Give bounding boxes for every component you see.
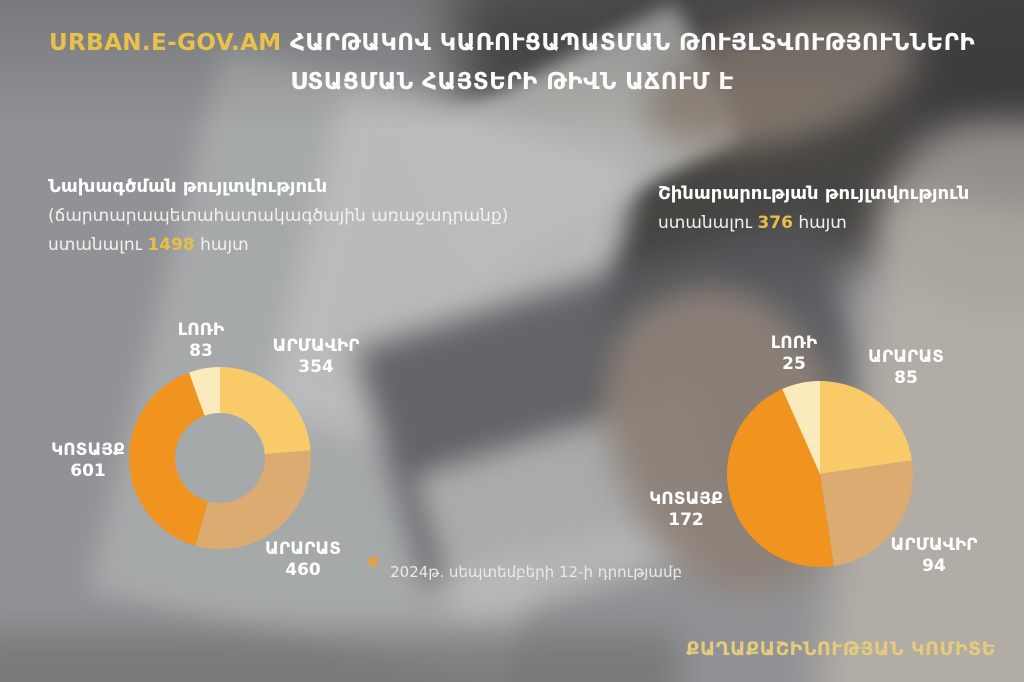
pie-label-ararat: ԱՐԱՐԱՏ 85 <box>868 347 944 389</box>
pie-label-kotayk: ԿՈՏԱՅՔ 172 <box>649 489 723 531</box>
committee-signature: ՔԱՂԱՔԱՇԻՆՈՒԹՅԱՆ ԿՈՄԻՏԵ <box>686 638 996 660</box>
label-value: 460 <box>285 560 321 580</box>
count-suffix: հայտ <box>798 213 847 233</box>
page-title: URBAN.E-GOV.AM ՀԱՐԹԱԿՈՎ ԿԱՌՈՒՑԱՊԱՏՄԱՆ ԹՈ… <box>0 30 1024 95</box>
pie-label-armavir: ԱՐՄԱՎԻՐ 94 <box>890 535 977 577</box>
title-line-1-rest: ՀԱՐԹԱԿՈՎ ԿԱՌՈՒՑԱՊԱՏՄԱՆ ԹՈՒՅԼՏՎՈՒԹՅՈՒՆՆԵՐ… <box>290 30 976 56</box>
donut-label-ararat: ԱՐԱՐԱՏ 460 <box>265 539 341 581</box>
pie-slice-kotayk <box>727 389 834 567</box>
asterisk-icon: * <box>366 551 381 582</box>
pie-slice-armavir <box>820 460 913 566</box>
label-name: ԼՈՌԻ <box>770 333 818 353</box>
donut-slice-lori <box>188 367 220 416</box>
donut-slice-ararat <box>195 450 311 549</box>
count-prefix: ստանալու <box>658 213 752 233</box>
donut-label-lori: ԼՈՌԻ 83 <box>178 320 224 362</box>
pie-slice-lori <box>782 381 820 474</box>
title-line-2: ՍՏԱՑՄԱՆ ՀԱՅՏԵՐԻ ԹԻՎՆ ԱՃՈՒՄ Է <box>290 69 734 95</box>
construction-permit-count-line: ստանալու 376 հայտ <box>658 213 969 233</box>
donut-slice-kotayk <box>129 372 208 546</box>
construction-permit-count: 376 <box>757 213 793 233</box>
brand-text: URBAN.E-GOV.AM <box>48 30 282 56</box>
label-value: 172 <box>668 510 704 530</box>
label-value: 601 <box>70 461 106 481</box>
design-permit-count: 1498 <box>147 235 195 255</box>
title-line-1: URBAN.E-GOV.AM ՀԱՐԹԱԿՈՎ ԿԱՌՈՒՑԱՊԱՏՄԱՆ ԹՈ… <box>0 30 1024 56</box>
pie-slice-ararat <box>820 381 912 474</box>
label-name: ԿՈՏԱՅՔ <box>51 440 125 460</box>
donut-label-armavir: ԱՐՄԱՎԻՐ 354 <box>272 336 359 378</box>
label-value: 83 <box>189 341 213 361</box>
label-name: ԼՈՌԻ <box>177 320 225 340</box>
label-value: 94 <box>922 556 946 576</box>
design-permit-count-line: ստանալու 1498 հայտ <box>48 235 508 255</box>
label-name: ԱՐԱՐԱՏ <box>265 539 341 559</box>
footnote-text: 2024թ. սեպտեմբերի 12-ի դրությամբ <box>390 563 682 581</box>
label-name: ԱՐՄԱՎԻՐ <box>890 535 978 555</box>
label-name: ԱՐՄԱՎԻՐ <box>272 336 360 356</box>
design-permit-subheading: (ճարտարապետահատակագծային առաջադրանք) <box>48 206 509 226</box>
bg-sleeve <box>895 120 1024 310</box>
pie-label-lori: ԼՈՌԻ 25 <box>771 333 817 375</box>
label-value: 25 <box>782 354 806 374</box>
label-name: ԿՈՏԱՅՔ <box>649 489 723 509</box>
bg-bottom-shadow <box>0 632 680 682</box>
bg-top-gradient <box>0 0 1024 130</box>
label-value: 354 <box>298 357 334 377</box>
label-name: ԱՐԱՐԱՏ <box>868 347 944 367</box>
construction-permit-heading: Շինարարության թույլտվություն <box>658 183 970 204</box>
footnote: * 2024թ. սեպտեմբերի 12-ի դրությամբ <box>366 551 682 582</box>
design-permit-panel: Նախագծման թույլտվություն (ճարտարապետահատ… <box>48 176 508 264</box>
donut-slice-armavir <box>220 367 311 455</box>
design-permit-heading: Նախագծման թույլտվություն <box>48 176 328 197</box>
donut-label-kotayk: ԿՈՏԱՅՔ 601 <box>51 440 125 482</box>
construction-permit-panel: Շինարարության թույլտվություն ստանալու 37… <box>658 183 969 242</box>
count-prefix: ստանալու <box>48 235 142 255</box>
label-value: 85 <box>894 368 918 388</box>
count-suffix: հայտ <box>200 235 249 255</box>
